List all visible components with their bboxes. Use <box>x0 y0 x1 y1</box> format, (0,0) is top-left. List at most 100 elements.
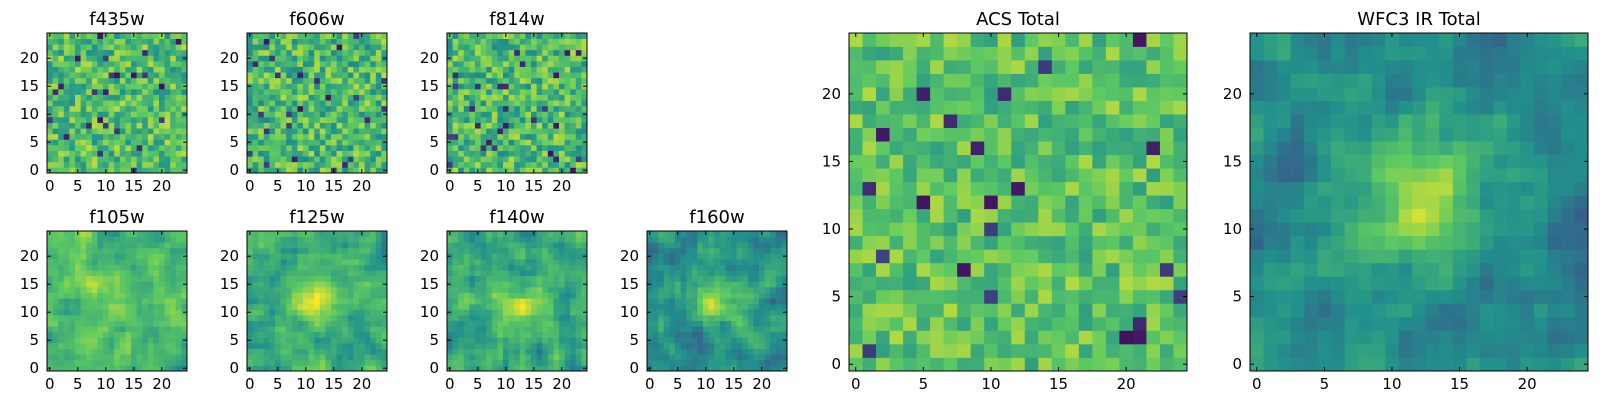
heatmap-cell <box>680 231 687 237</box>
heatmap-cell <box>314 72 321 79</box>
heatmap-cell <box>984 222 999 237</box>
heatmap-cell <box>175 38 182 45</box>
heatmap-cell <box>75 133 81 140</box>
heatmap-cell <box>308 253 315 260</box>
heatmap-cell <box>247 315 253 321</box>
heatmap-cell <box>75 359 81 366</box>
heatmap-cell <box>263 156 270 163</box>
heatmap-cell <box>542 38 549 45</box>
heatmap-cell <box>469 77 476 84</box>
heatmap-cell <box>564 133 571 140</box>
heatmap-cell <box>862 303 877 318</box>
heatmap-cell <box>575 309 582 316</box>
heatmap-cell <box>486 281 493 288</box>
heatmap-cell <box>153 365 160 372</box>
heatmap-cell <box>164 117 171 123</box>
heatmap-cell <box>381 33 388 39</box>
heatmap-cell <box>336 247 343 254</box>
heatmap-cell <box>303 309 309 316</box>
heatmap-cell <box>364 231 371 237</box>
heatmap-cell <box>447 247 453 254</box>
heatmap-cell <box>159 348 165 355</box>
heatmap-cell <box>80 145 87 151</box>
heatmap-cell <box>347 236 354 243</box>
heatmap-cell <box>719 348 726 355</box>
heatmap-cell <box>97 264 104 271</box>
heatmap-cell <box>314 105 321 112</box>
heatmap-cell <box>943 357 958 372</box>
heatmap-cell <box>697 354 704 361</box>
heatmap-cell <box>97 292 104 299</box>
heatmap-cell <box>275 354 281 361</box>
heatmap-cell <box>263 354 270 361</box>
heatmap-cell <box>286 247 293 254</box>
heatmap-cell <box>770 303 777 310</box>
heatmap-cell <box>503 89 509 95</box>
heatmap-cell <box>108 72 115 79</box>
heatmap-cell <box>131 298 137 305</box>
heatmap-cell <box>319 161 326 168</box>
heatmap-cell <box>458 315 465 321</box>
heatmap-cell <box>542 236 549 243</box>
heatmap-cell <box>553 281 560 288</box>
heatmap-cell <box>475 315 481 321</box>
heatmap-cell <box>447 315 453 321</box>
heatmap-cell <box>531 94 537 101</box>
heatmap-cell <box>336 89 343 95</box>
heatmap-cell <box>1092 343 1107 358</box>
heatmap-cell <box>514 161 521 168</box>
heatmap-cell <box>525 326 532 333</box>
heatmap-cell <box>370 44 377 51</box>
heatmap-cell <box>291 281 298 288</box>
heatmap-cell <box>570 145 577 151</box>
heatmap-cell <box>463 365 470 372</box>
heatmap-cell <box>536 111 543 118</box>
heatmap-cell <box>559 94 565 101</box>
heatmap-cell <box>275 156 281 163</box>
heatmap-cell <box>131 303 137 310</box>
heatmap-cell <box>86 253 93 260</box>
heatmap-cell <box>142 337 149 344</box>
heatmap-cell <box>452 100 459 107</box>
heatmap-cell <box>542 83 549 90</box>
heatmap-cell <box>269 133 276 140</box>
heatmap-cell <box>519 292 526 299</box>
heatmap-cell <box>336 303 343 310</box>
heatmap-cell <box>75 309 81 316</box>
heatmap-cell <box>531 83 537 90</box>
heatmap-cell <box>997 249 1012 264</box>
heatmap-cell <box>364 275 371 282</box>
heatmap-cell <box>275 150 281 157</box>
heatmap-cell <box>291 150 298 157</box>
heatmap-cell <box>903 357 917 372</box>
heatmap-cell <box>452 337 459 344</box>
heatmap-cell <box>997 289 1012 304</box>
heatmap-cell <box>131 133 137 140</box>
heatmap-cell <box>364 128 371 135</box>
heatmap-cell <box>319 242 326 249</box>
heatmap-cell <box>553 270 560 277</box>
heatmap-cell <box>581 275 588 282</box>
heatmap-cell <box>458 320 465 327</box>
heatmap-cell <box>280 128 287 135</box>
heatmap-cell <box>263 259 270 265</box>
heatmap-cell <box>1024 222 1039 237</box>
heatmap-cell <box>119 287 126 293</box>
heatmap-cell <box>697 359 704 366</box>
heatmap-cell <box>916 316 931 331</box>
heatmap-cell <box>119 270 126 277</box>
heatmap-cell <box>708 247 715 254</box>
heatmap-cell <box>319 326 326 333</box>
heatmap-cell <box>536 100 543 107</box>
heatmap-cell <box>547 145 554 151</box>
heatmap-cell <box>131 105 137 112</box>
heatmap-cell <box>319 128 326 135</box>
heatmap-cell <box>770 309 777 316</box>
heatmap-cell <box>97 365 104 372</box>
heatmap-cell <box>686 359 693 366</box>
heatmap-cell <box>125 348 132 355</box>
heatmap-cell <box>58 270 65 277</box>
heatmap-cell <box>663 264 670 271</box>
heatmap-cell <box>862 181 877 196</box>
heatmap-cell <box>849 235 863 250</box>
